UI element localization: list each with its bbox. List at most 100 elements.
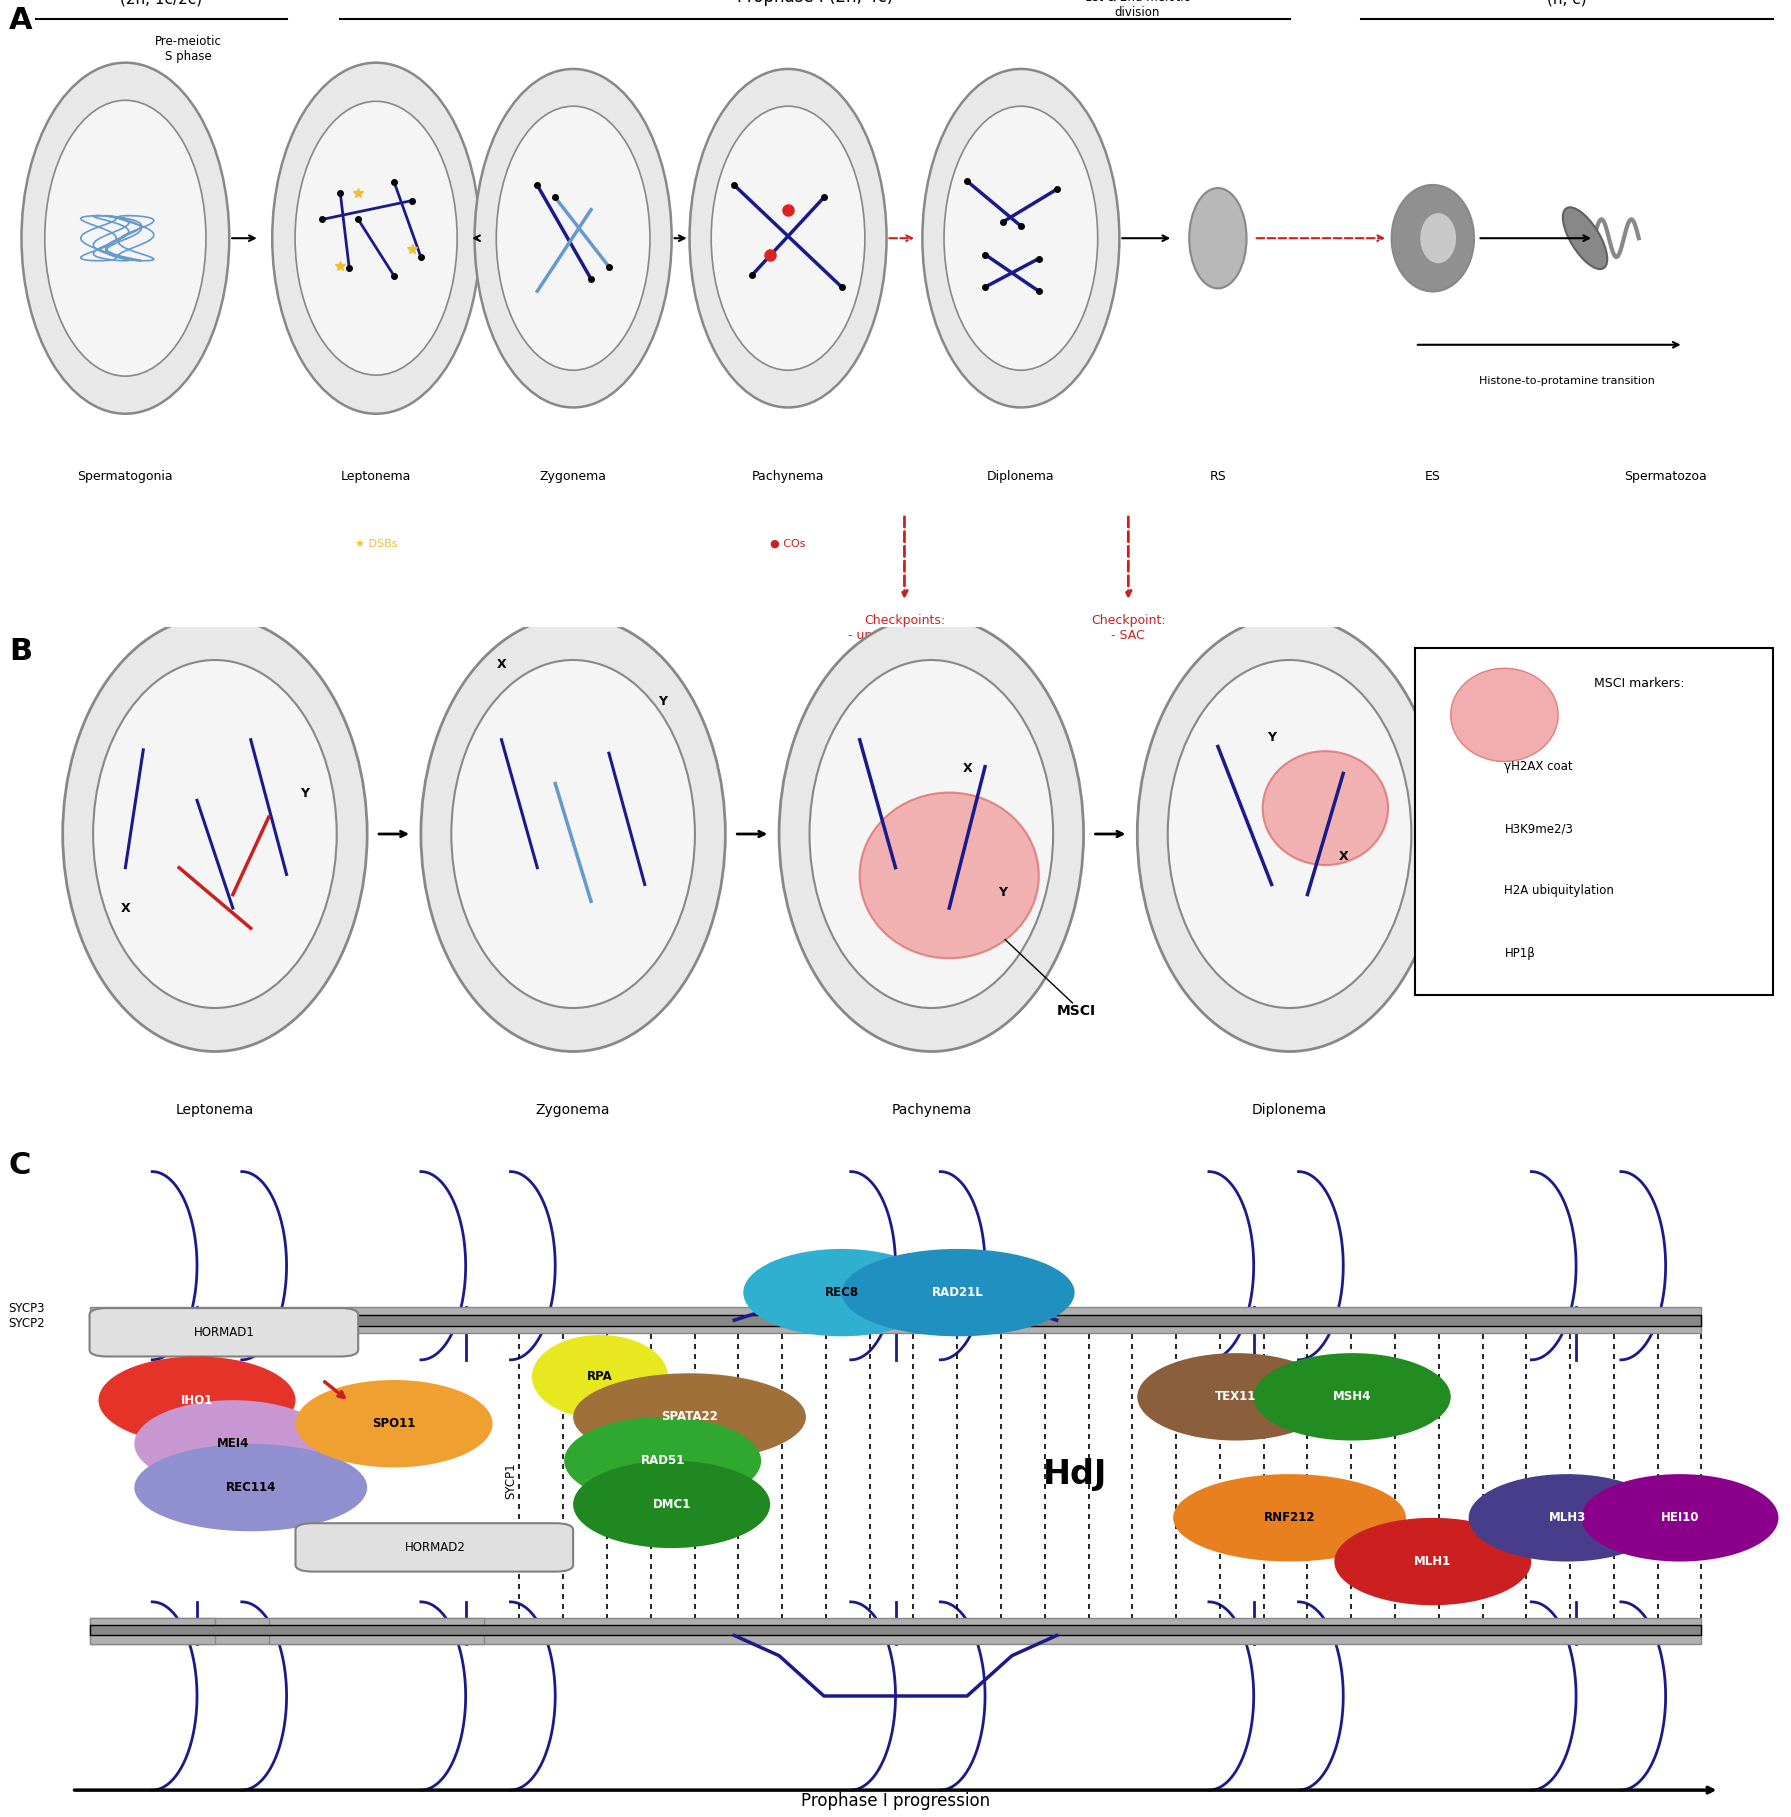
Text: Diplonema: Diplonema <box>1252 1103 1327 1117</box>
Ellipse shape <box>296 1381 493 1468</box>
Text: ● COs: ● COs <box>770 540 806 549</box>
Text: X: X <box>1338 850 1349 863</box>
Text: DMC1: DMC1 <box>652 1497 691 1512</box>
Text: REC114: REC114 <box>226 1481 276 1494</box>
Ellipse shape <box>1451 669 1558 761</box>
Text: Prophase I progression: Prophase I progression <box>801 1792 990 1810</box>
Text: Y: Y <box>998 887 1008 899</box>
Ellipse shape <box>944 105 1098 371</box>
Text: Pachynema: Pachynema <box>892 1103 971 1117</box>
Text: Diplonema: Diplonema <box>987 471 1055 483</box>
Text: IHO1: IHO1 <box>181 1394 213 1406</box>
Ellipse shape <box>1189 187 1247 289</box>
Text: Spermatogonia: Spermatogonia <box>77 471 174 483</box>
Ellipse shape <box>1564 207 1607 269</box>
Ellipse shape <box>272 62 480 414</box>
Text: HP1β: HP1β <box>1504 947 1535 959</box>
Ellipse shape <box>1137 1354 1334 1441</box>
Ellipse shape <box>63 616 367 1052</box>
Ellipse shape <box>1168 660 1411 1008</box>
Text: HEI10: HEI10 <box>1660 1512 1700 1524</box>
Text: Zygonema: Zygonema <box>536 1103 611 1117</box>
Ellipse shape <box>21 62 229 414</box>
Text: C: C <box>9 1152 30 1181</box>
Text: MEI4: MEI4 <box>217 1437 249 1450</box>
Text: MSH4: MSH4 <box>1333 1390 1372 1403</box>
FancyBboxPatch shape <box>90 1624 1701 1635</box>
Ellipse shape <box>1173 1474 1406 1561</box>
Ellipse shape <box>99 1357 296 1445</box>
Text: H3K9me2/3: H3K9me2/3 <box>1504 823 1572 836</box>
Text: 1st & 2nd meiotic
division: 1st & 2nd meiotic division <box>1085 0 1189 18</box>
Text: RAD51: RAD51 <box>641 1454 684 1466</box>
Ellipse shape <box>573 1461 770 1548</box>
Text: Checkpoint:
- SAC: Checkpoint: - SAC <box>1091 614 1166 643</box>
Ellipse shape <box>842 1248 1075 1335</box>
Ellipse shape <box>922 69 1119 407</box>
Text: HORMAD1: HORMAD1 <box>193 1326 254 1339</box>
Ellipse shape <box>810 660 1053 1008</box>
Text: X: X <box>496 658 507 670</box>
Text: REC8: REC8 <box>824 1286 860 1299</box>
Text: RAD21L: RAD21L <box>933 1286 983 1299</box>
Ellipse shape <box>134 1401 331 1488</box>
Ellipse shape <box>421 616 725 1052</box>
Text: RPA: RPA <box>587 1370 613 1383</box>
FancyBboxPatch shape <box>90 1617 215 1644</box>
FancyBboxPatch shape <box>296 1523 573 1572</box>
Text: B: B <box>9 638 32 667</box>
FancyBboxPatch shape <box>269 1617 484 1644</box>
Text: Y: Y <box>657 694 668 707</box>
Ellipse shape <box>779 616 1084 1052</box>
Ellipse shape <box>564 1417 761 1504</box>
Text: MLH1: MLH1 <box>1415 1555 1451 1568</box>
Ellipse shape <box>1263 750 1388 865</box>
Ellipse shape <box>743 1248 940 1335</box>
Text: TEX11: TEX11 <box>1214 1390 1257 1403</box>
FancyBboxPatch shape <box>90 1316 1701 1326</box>
FancyBboxPatch shape <box>90 1308 358 1357</box>
Text: γH2AX coat: γH2AX coat <box>1504 760 1572 774</box>
Text: ES: ES <box>1426 471 1440 483</box>
FancyBboxPatch shape <box>1415 647 1773 994</box>
Text: RNF212: RNF212 <box>1264 1512 1315 1524</box>
Text: X: X <box>120 901 131 914</box>
Text: Pachynema: Pachynema <box>752 471 824 483</box>
Text: Prophase I (2n, 4c): Prophase I (2n, 4c) <box>736 0 894 5</box>
Ellipse shape <box>1254 1354 1451 1441</box>
Text: MSCI: MSCI <box>1057 1005 1096 1018</box>
Text: SYCP3
SYCP2: SYCP3 SYCP2 <box>9 1303 45 1330</box>
Ellipse shape <box>1137 616 1442 1052</box>
Text: HORMAD2: HORMAD2 <box>405 1541 466 1554</box>
Text: Y: Y <box>1266 730 1277 743</box>
Ellipse shape <box>1334 1517 1531 1604</box>
Text: Zygonema: Zygonema <box>539 471 607 483</box>
Text: A: A <box>9 5 32 35</box>
Text: SYCP1: SYCP1 <box>503 1463 518 1499</box>
Text: Spermatozoa: Spermatozoa <box>1624 471 1707 483</box>
Text: Leptonema: Leptonema <box>176 1103 254 1117</box>
Ellipse shape <box>496 105 650 371</box>
Ellipse shape <box>711 105 865 371</box>
Text: SPATA22: SPATA22 <box>661 1410 718 1423</box>
Ellipse shape <box>1392 185 1474 291</box>
Text: Leptonema: Leptonema <box>340 471 412 483</box>
Ellipse shape <box>573 1374 806 1461</box>
Text: X: X <box>962 761 973 774</box>
FancyBboxPatch shape <box>90 1308 1701 1334</box>
Text: SPO11: SPO11 <box>373 1417 416 1430</box>
Ellipse shape <box>860 792 1039 958</box>
Text: Pre-meiotic
S phase: Pre-meiotic S phase <box>154 35 222 62</box>
Ellipse shape <box>451 660 695 1008</box>
Ellipse shape <box>1581 1474 1778 1561</box>
Text: (n, c): (n, c) <box>1547 0 1587 5</box>
FancyBboxPatch shape <box>90 1617 1701 1644</box>
Ellipse shape <box>475 69 672 407</box>
Text: Histone-to-protamine transition: Histone-to-protamine transition <box>1479 376 1655 387</box>
Text: H2A ubiquitylation: H2A ubiquitylation <box>1504 885 1614 898</box>
Ellipse shape <box>532 1335 668 1419</box>
Ellipse shape <box>1469 1474 1666 1561</box>
Text: Checkpoints:
- unrepaired DSBs
- MSUC (& MSCI): Checkpoints: - unrepaired DSBs - MSUC (&… <box>847 614 962 658</box>
Ellipse shape <box>296 102 457 374</box>
Text: RS: RS <box>1209 471 1227 483</box>
